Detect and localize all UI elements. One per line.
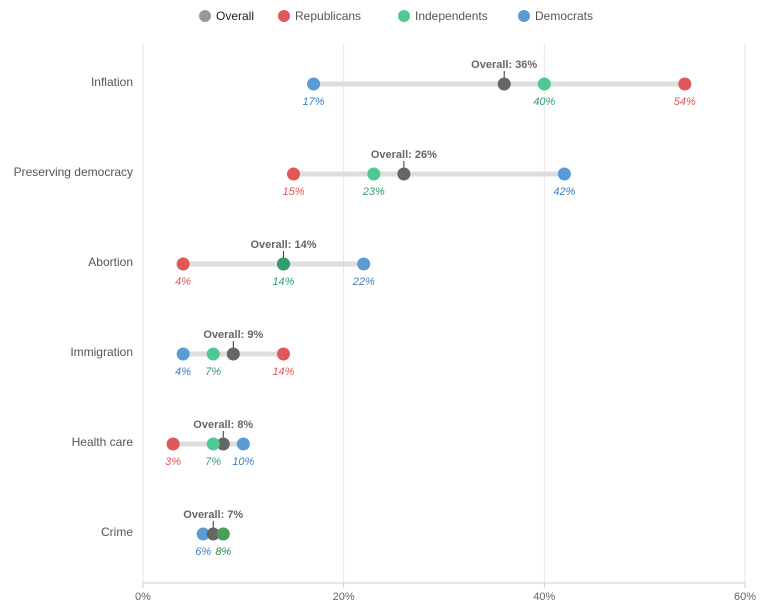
- dot-republicans: [176, 257, 190, 271]
- value-label-democrats: 4%: [175, 366, 191, 378]
- dot-republicans: [166, 437, 180, 451]
- category-label: Health care: [72, 435, 134, 449]
- category-label: Abortion: [88, 255, 133, 269]
- legend: Overall Republicans Independents Democrats: [199, 9, 593, 23]
- value-label-democrats: 22%: [352, 276, 375, 288]
- value-label-democrats: 10%: [232, 456, 254, 468]
- grid-lines: [142, 43, 746, 583]
- dot-independents: [276, 257, 290, 271]
- row-health-care: Health care Overall: 8% 3% 7% 10%: [72, 419, 255, 468]
- x-tick-label-3: 60%: [734, 591, 756, 603]
- dot-democrats: [357, 257, 371, 271]
- value-label-independents: 40%: [533, 96, 555, 108]
- value-label-independents: 8%: [215, 546, 231, 558]
- dot-overall: [397, 167, 411, 181]
- dot-democrats: [236, 437, 250, 451]
- dot-overall: [226, 347, 240, 361]
- legend-label-overall: Overall: [216, 9, 254, 23]
- dot-democrats: [557, 167, 571, 181]
- dot-independents: [206, 437, 220, 451]
- value-label-democrats: 42%: [553, 186, 575, 198]
- legend-swatch-democrats: [518, 10, 530, 22]
- dot-republicans: [678, 77, 692, 91]
- dot-overall: [206, 527, 220, 541]
- overall-label: Overall: 9%: [203, 329, 263, 341]
- legend-item-democrats[interactable]: Democrats: [518, 9, 593, 23]
- dot-independents: [216, 527, 230, 541]
- dot-overall: [216, 437, 230, 451]
- legend-item-independents[interactable]: Independents: [398, 9, 488, 23]
- row-abortion: Abortion Overall: 14% 4% 14% 22%: [88, 239, 375, 288]
- legend-swatch-republicans: [278, 10, 290, 22]
- value-label-democrats: 17%: [303, 96, 325, 108]
- overall-label: Overall: 36%: [471, 59, 537, 71]
- legend-item-overall[interactable]: Overall: [199, 9, 254, 23]
- legend-item-republicans[interactable]: Republicans: [278, 9, 361, 23]
- value-label-republicans: 54%: [674, 96, 696, 108]
- row-preserving-democracy: Preserving democracy Overall: 26% 15% 23% 42…: [14, 149, 576, 198]
- category-rows: Inflation Overall: 36% 54% 40% 17% Preserving…: [14, 59, 696, 558]
- dot-republicans: [287, 167, 300, 181]
- x-axis: 0% 20% 40% 60%: [135, 582, 756, 603]
- value-label-republicans: 3%: [165, 456, 181, 468]
- value-label-independents: 14%: [272, 276, 294, 288]
- row-immigration: Immigration Overall: 9% 14% 7% 4%: [70, 329, 294, 378]
- legend-label-democrats: Democrats: [535, 9, 593, 23]
- dot-democrats: [196, 527, 210, 541]
- dot-overall: [497, 77, 511, 91]
- overall-label: Overall: 8%: [193, 419, 253, 431]
- dot-republicans: [276, 347, 290, 361]
- legend-label-independents: Independents: [415, 9, 488, 23]
- dot-democrats: [176, 347, 190, 361]
- legend-label-republicans: Republicans: [295, 9, 361, 23]
- overall-label: Overall: 7%: [183, 509, 243, 521]
- overall-label: Overall: 14%: [250, 239, 316, 251]
- category-label: Immigration: [70, 345, 133, 359]
- row-crime: Crime Overall: 7% 8% 6%: [101, 509, 243, 558]
- overall-label: Overall: 26%: [371, 149, 437, 161]
- value-label-independents: 23%: [362, 186, 385, 198]
- x-tick-label-2: 40%: [533, 591, 555, 603]
- value-label-independents: 7%: [205, 366, 221, 378]
- category-label: Inflation: [91, 75, 133, 89]
- row-inflation: Inflation Overall: 36% 54% 40% 17%: [91, 59, 696, 108]
- legend-swatch-independents: [398, 10, 410, 22]
- dot-independents: [537, 77, 551, 91]
- x-tick-label-0: 0%: [135, 591, 151, 603]
- category-label: Crime: [101, 525, 133, 539]
- category-label: Preserving democracy: [14, 165, 133, 179]
- value-label-republicans: 4%: [175, 276, 191, 288]
- value-label-independents: 7%: [205, 456, 221, 468]
- dot-independents: [367, 167, 381, 181]
- legend-swatch-overall: [199, 10, 211, 22]
- x-tick-label-1: 20%: [333, 591, 355, 603]
- dot-independents: [206, 347, 220, 361]
- value-label-republicans: 15%: [282, 186, 304, 198]
- value-label-democrats: 6%: [195, 546, 211, 558]
- dot-democrats: [307, 77, 321, 91]
- value-label-republicans: 14%: [272, 366, 294, 378]
